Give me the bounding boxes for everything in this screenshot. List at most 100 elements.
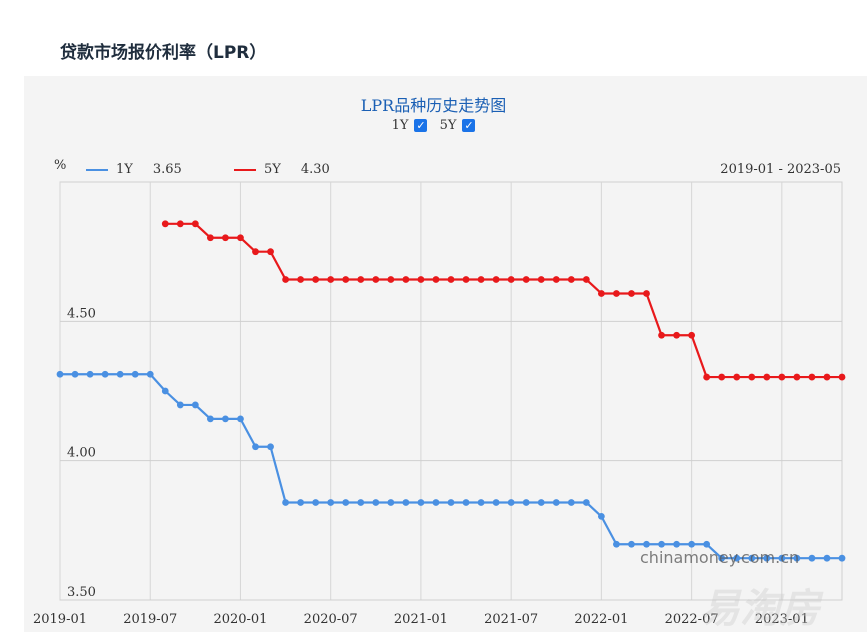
toggle-5y[interactable]: 5Y ✓ [440,118,476,133]
data-point-5y [342,276,350,283]
data-point-5y [462,276,470,283]
data-point-5y [537,276,545,283]
y-tick-label: 4.00 [67,446,96,461]
data-point-1y [146,370,154,378]
page-title: 贷款市场报价利率（LPR） [60,43,267,63]
chart-title: LPR品种历史走势图 [360,96,507,115]
data-point-1y [552,499,560,506]
x-tick-label: 2021-01 [394,612,448,627]
x-tick-label: 2020-01 [213,612,267,627]
data-point-5y [613,290,620,297]
data-point-1y [597,513,605,520]
data-point-5y [567,276,575,283]
data-point-1y [387,499,395,506]
data-point-5y [432,276,440,283]
data-point-1y [492,499,500,506]
x-tick-label: 2022-07 [665,612,719,627]
data-point-5y [763,373,771,381]
series-toggles: 1Y ✓ 5Y ✓ [0,118,867,133]
data-point-5y [522,276,530,283]
toggle-5y-label: 5Y [439,118,457,133]
data-point-5y [582,276,590,283]
data-point-1y [131,370,139,378]
data-point-5y [492,276,500,283]
data-point-1y [462,499,470,506]
data-point-5y [688,331,696,339]
data-point-1y [447,499,455,506]
data-point-5y [793,373,801,381]
data-point-5y [297,276,305,283]
data-point-5y [267,248,274,256]
data-point-5y [552,276,560,283]
y-tick-label: 3.50 [67,585,96,600]
data-point-5y [778,373,786,381]
data-point-1y [522,499,530,506]
data-point-1y [673,540,680,548]
data-point-1y [477,499,485,506]
data-point-1y [372,499,380,506]
legend-5y-name: 5Y [264,162,281,177]
data-point-1y [101,370,109,378]
data-point-5y [808,373,816,381]
x-tick-label: 2019-01 [33,612,87,627]
data-point-5y [327,276,335,283]
y-unit-label: % [54,158,67,173]
watermark-logo: 易淘房 [700,586,820,632]
data-point-1y [823,554,831,562]
watermark-chinamoney: chinamoney.com.cn [640,548,800,567]
data-point-5y [628,290,635,297]
data-point-5y [161,220,169,228]
data-point-1y [718,554,726,562]
data-point-1y [327,499,335,506]
y-tick-label: 4.50 [67,306,96,321]
data-point-5y [222,234,229,242]
data-point-1y [86,370,94,378]
data-point-5y [252,248,259,256]
legend-1y-latest: 3.65 [152,162,182,177]
data-point-1y [206,415,214,423]
data-point-1y [71,370,79,378]
data-point-5y [673,331,680,339]
data-point-1y [357,499,365,506]
data-point-1y [237,415,244,423]
data-point-1y [116,370,124,378]
data-point-5y [447,276,455,283]
legend-5y-latest: 4.30 [300,162,330,177]
data-point-1y [432,499,440,506]
data-point-1y [808,554,816,562]
data-point-1y [778,554,786,562]
date-range-label: 2019-01 - 2023-05 [720,162,841,177]
legend-5y[interactable]: 5Y 4.30 [234,162,330,177]
data-point-1y [628,540,635,548]
x-tick-label: 2023-01 [755,612,809,627]
data-point-5y [643,290,650,297]
data-point-1y [56,370,64,378]
data-point-1y [793,554,801,562]
data-point-1y [312,499,320,506]
data-point-1y [658,540,665,548]
data-point-1y [537,499,545,506]
checkbox-1y-checked-icon[interactable]: ✓ [414,119,428,132]
data-point-5y [477,276,485,283]
data-point-1y [763,554,771,562]
plot-area [59,181,843,601]
data-point-1y [267,443,274,451]
x-tick-label: 2019-07 [123,612,177,627]
data-point-1y [191,401,199,409]
toggle-1y[interactable]: 1Y ✓ [392,118,428,133]
data-point-1y [567,499,575,506]
data-point-1y [703,540,711,548]
data-point-5y [823,373,831,381]
data-point-5y [372,276,380,283]
checkbox-5y-checked-icon[interactable]: ✓ [462,119,476,132]
data-point-5y [658,331,665,339]
data-point-5y [838,373,846,381]
data-point-5y [703,373,711,381]
x-tick-label: 2021-07 [484,612,538,627]
data-point-1y [297,499,305,506]
data-point-5y [312,276,320,283]
data-point-5y [718,373,726,381]
legend-1y[interactable]: 1Y 3.65 [86,162,182,177]
data-point-5y [748,373,756,381]
data-point-5y [402,276,410,283]
